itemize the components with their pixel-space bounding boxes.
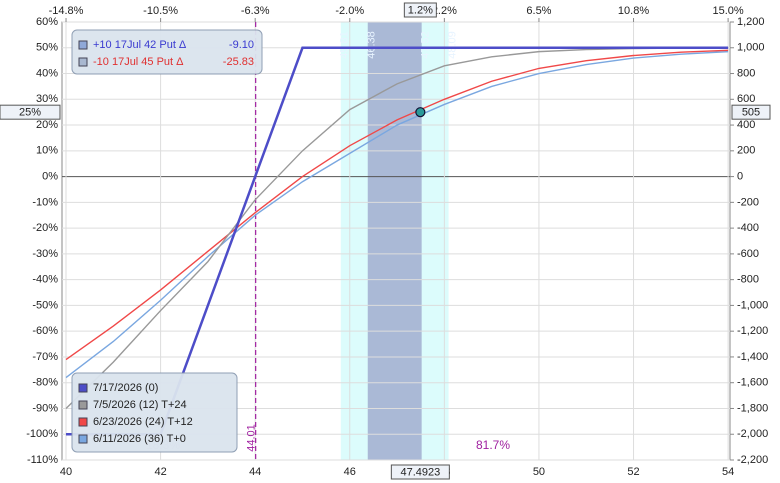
legend-swatch [78, 40, 88, 50]
y2-tick-label: -800 [737, 274, 759, 286]
legend-swatch [78, 434, 88, 444]
y-tick-label: 10% [36, 145, 58, 157]
y2-tick-label: 1,200 [737, 16, 765, 28]
x2-tick-label: 15.0% [713, 5, 744, 17]
y-tick-label: -90% [32, 402, 58, 414]
band-edge-label: 47.52 [420, 31, 432, 59]
x2-tick-label: 6.5% [526, 5, 551, 17]
legend-label: 6/23/2026 (24) T+12 [93, 416, 193, 428]
current-price: 47.4923 [400, 466, 440, 478]
legend-swatch [78, 57, 88, 67]
x-tick-label: 44 [249, 466, 261, 478]
y2-tick-label: -1,400 [737, 351, 768, 363]
y2-tick-label: 800 [737, 67, 755, 79]
y2-tick-label: -2,200 [737, 454, 768, 466]
y-tick-label: -70% [32, 351, 58, 363]
x2-tick-label: 10.8% [618, 5, 649, 17]
y-tick-label: -100% [26, 428, 58, 440]
x2-tick-label: -14.8% [49, 5, 84, 17]
current-pct-box [403, 2, 437, 18]
current-y: 25% [19, 107, 41, 119]
y2-tick-label: 600 [737, 93, 755, 105]
x-tick-label: 42 [154, 466, 166, 478]
current-y2: 505 [742, 107, 760, 119]
current-marker [415, 107, 426, 118]
y-tick-label: -40% [32, 274, 58, 286]
series-line [65, 49, 729, 361]
legend-swatch [78, 383, 88, 393]
y-tick-label: -10% [32, 196, 58, 208]
series-line [65, 50, 729, 379]
y-tick-label: 60% [36, 16, 58, 28]
band-edge-label: 48.09 [447, 31, 459, 59]
range-band [367, 22, 422, 460]
breakeven-label: 44.01 [246, 424, 258, 452]
y2-tick-label: -1,800 [737, 402, 768, 414]
x2-tick-label: 2.2% [432, 5, 457, 17]
y-tick-label: -30% [32, 248, 58, 260]
y-tick-label: -80% [32, 377, 58, 389]
band-edge-label: 46.38 [366, 31, 378, 59]
y-tick-label: 20% [36, 119, 58, 131]
y2-tick-label: -200 [737, 196, 759, 208]
y-tick-label: -50% [32, 299, 58, 311]
y-tick-label: 40% [36, 67, 58, 79]
y2-tick-label: 200 [737, 145, 755, 157]
position-label: -10 17Jul 45 Put Δ [93, 56, 184, 68]
y2-tick-label: 0 [737, 170, 743, 182]
x-tick-label: 40 [60, 466, 72, 478]
legend-label: 7/5/2026 (12) T+24 [93, 399, 187, 411]
current-y-box [0, 104, 61, 120]
current-price-box [390, 464, 450, 480]
y-tick-label: 30% [36, 93, 58, 105]
y-tick-label: -20% [32, 222, 58, 234]
x-tick-label: 46 [344, 466, 356, 478]
legend-swatch [78, 400, 88, 410]
y2-tick-label: -400 [737, 222, 759, 234]
x-tick-label: 50 [533, 466, 545, 478]
legend-label: 6/11/2026 (36) T+0 [93, 433, 186, 445]
band-edge-label: 45.81 [339, 31, 351, 59]
position-delta: -25.83 [223, 56, 254, 68]
y-tick-label: 50% [36, 42, 58, 54]
y2-tick-label: 1,000 [737, 42, 765, 54]
series-legend [71, 372, 238, 453]
current-y2-box [731, 104, 771, 120]
legend-swatch [78, 417, 88, 427]
x-tick-label: 52 [627, 466, 639, 478]
y2-tick-label: -1,200 [737, 325, 768, 337]
y-tick-label: -60% [32, 325, 58, 337]
y-tick-label: -110% [27, 454, 58, 466]
y2-tick-label: -1,000 [737, 299, 768, 311]
y2-tick-label: 400 [737, 119, 755, 131]
x2-tick-label: -6.3% [241, 5, 270, 17]
y-tick-label: 0% [42, 170, 58, 182]
position-delta: -9.10 [229, 39, 254, 51]
y2-tick-label: -600 [737, 248, 759, 260]
x2-tick-label: -10.5% [143, 5, 178, 17]
legend-label: 7/17/2026 (0) [93, 382, 158, 394]
probability-label: 81.7% [476, 438, 510, 452]
y2-tick-label: -1,600 [737, 377, 768, 389]
x-tick-label: 54 [722, 466, 734, 478]
positions-legend [71, 29, 263, 75]
current-pct: 1.2% [408, 4, 433, 16]
position-label: +10 17Jul 42 Put Δ [93, 39, 187, 51]
x2-tick-label: -2.0% [335, 5, 364, 17]
y2-tick-label: -2,000 [737, 428, 768, 440]
